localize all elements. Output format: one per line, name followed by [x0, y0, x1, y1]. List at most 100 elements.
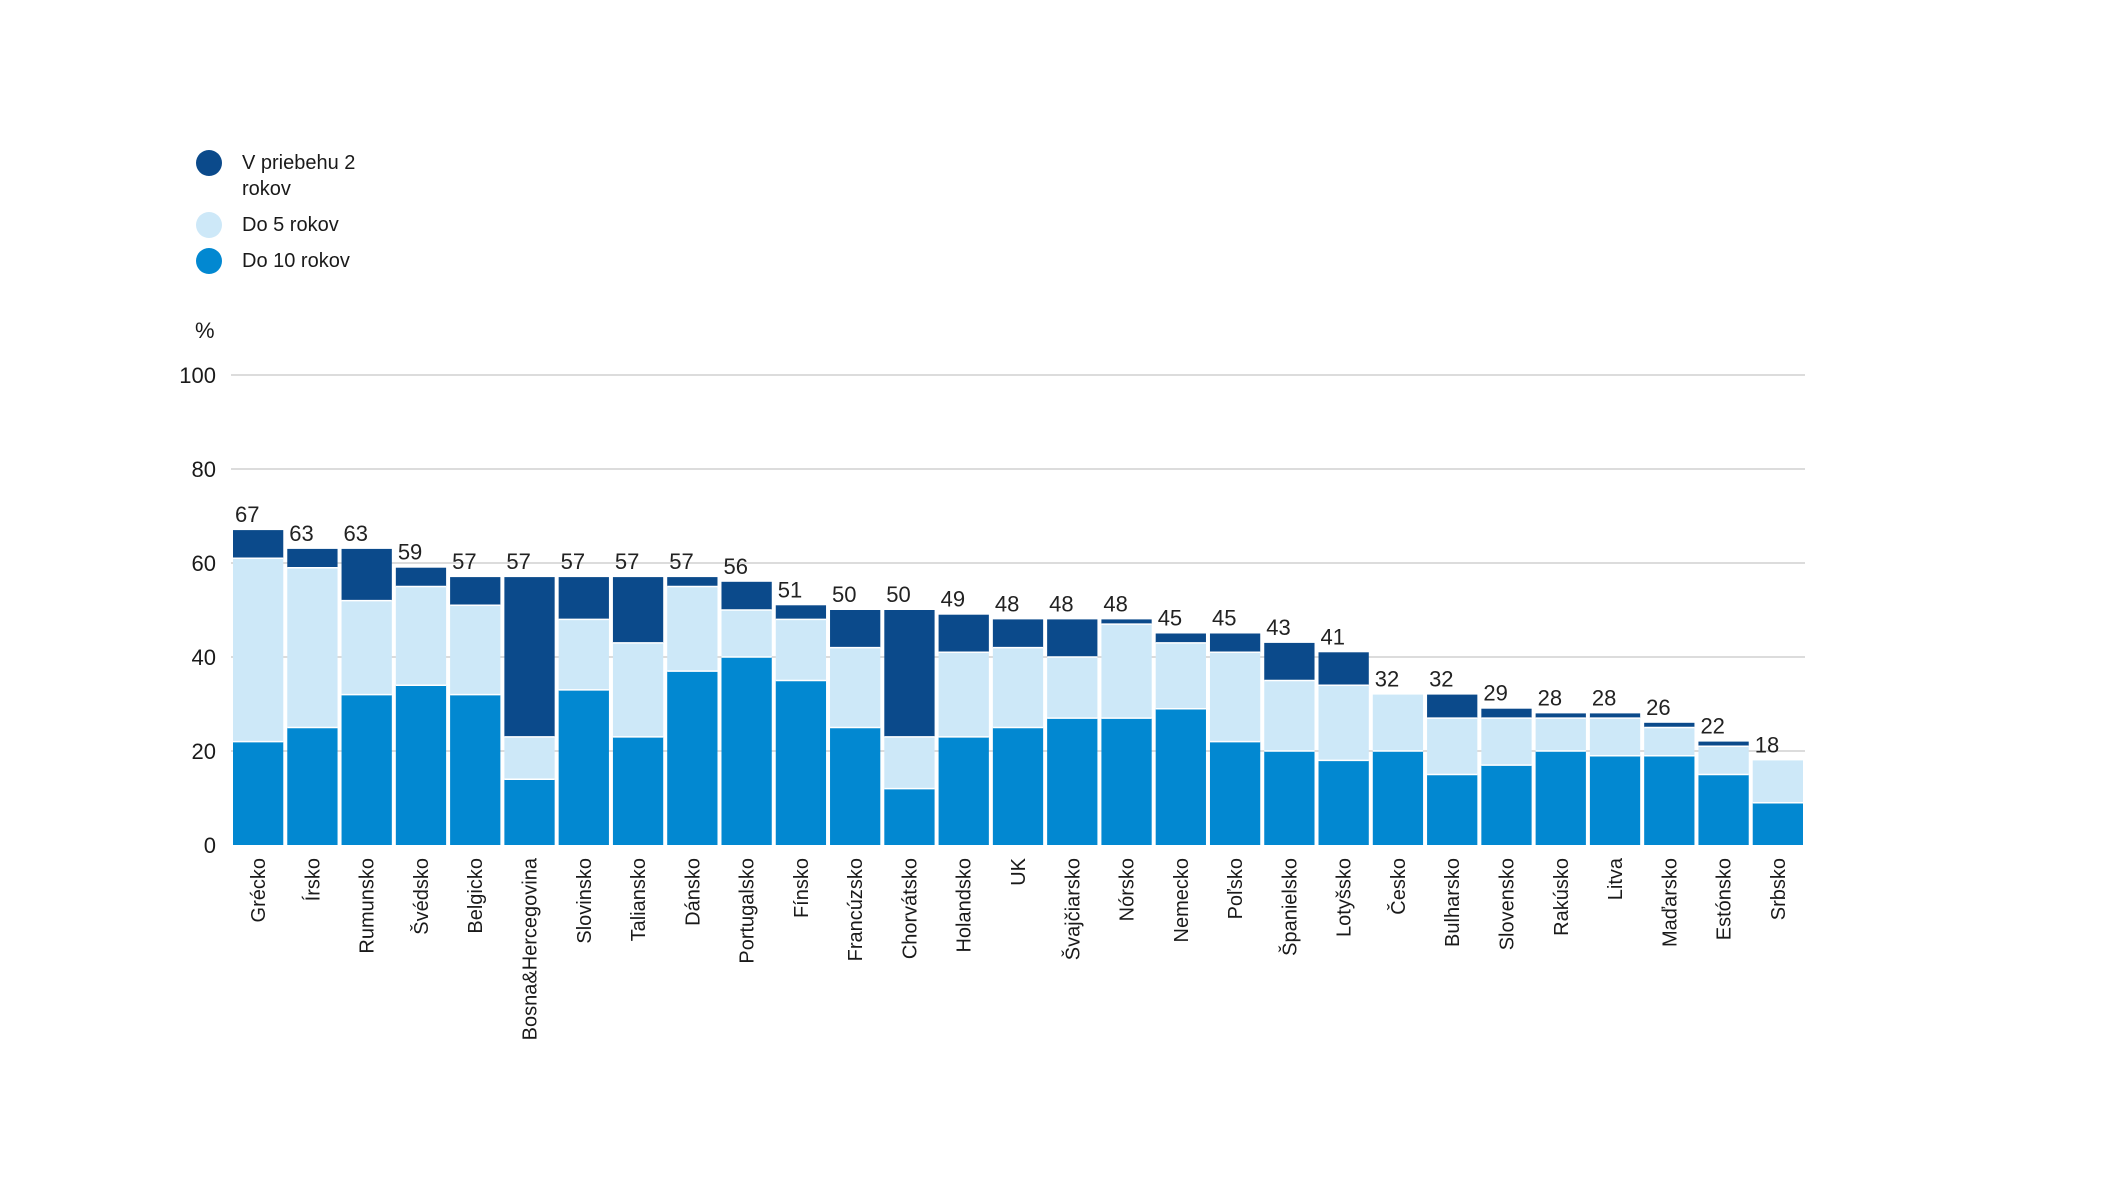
legend-swatch [196, 150, 222, 176]
total-label: 28 [1538, 685, 1562, 710]
total-label: 45 [1158, 606, 1182, 631]
total-label: 32 [1429, 667, 1453, 692]
bar-segment [667, 671, 718, 845]
bar-segment [1155, 633, 1206, 643]
bar-segment [667, 586, 718, 672]
category-label: Portugalsko [737, 858, 759, 964]
legend-label: Do 5 rokov [242, 214, 339, 236]
bar-segment [1535, 718, 1586, 751]
total-label: 56 [723, 554, 747, 579]
bar-segment [558, 689, 609, 845]
bar-segment [1155, 708, 1206, 845]
bar-segment [1047, 657, 1098, 719]
bar-segment [341, 694, 392, 845]
bar-segment [395, 586, 447, 686]
total-label: 50 [832, 582, 856, 607]
total-label: 67 [235, 502, 259, 527]
bar-segment [504, 577, 555, 737]
bar-segment [1481, 708, 1532, 719]
total-label: 57 [506, 549, 530, 574]
bar-segment [1535, 713, 1586, 719]
bar-segment [992, 619, 1044, 648]
bar-segment [1209, 741, 1261, 845]
category-label: Rumunsko [357, 858, 379, 954]
y-tick-label: 0 [204, 833, 216, 858]
bar-segment [830, 610, 881, 648]
total-label: 51 [778, 577, 802, 602]
bar-segment [1698, 774, 1749, 845]
total-label: 57 [615, 549, 639, 574]
total-label: 57 [561, 549, 585, 574]
category-label: Švajčiarsko [1061, 858, 1084, 960]
category-label: Francúzsko [845, 858, 867, 961]
bar-segment [1264, 642, 1315, 681]
total-label: 45 [1212, 606, 1236, 631]
category-label: Bulharsko [1442, 858, 1464, 947]
category-label: Švédsko [410, 858, 433, 935]
bar-segment [992, 727, 1044, 845]
bar-segment [1427, 718, 1478, 775]
total-label: 32 [1375, 667, 1399, 692]
category-label: Nemecko [1171, 858, 1193, 942]
total-label: 18 [1755, 732, 1779, 757]
bar-segment [1264, 680, 1315, 751]
bar-segment [1427, 694, 1478, 719]
bars [233, 530, 1803, 845]
category-label: Poľsko [1225, 858, 1247, 919]
y-axis: 0 20 40 60 80 100 [179, 363, 216, 858]
category-label: Srbsko [1768, 858, 1790, 920]
bar-segment [1698, 746, 1749, 775]
category-label: Chorvátsko [899, 858, 921, 959]
total-label: 50 [886, 582, 910, 607]
category-label: Holandsko [954, 858, 976, 953]
total-label: 49 [941, 587, 965, 612]
bar-segment [341, 548, 392, 601]
bar-segment [884, 788, 935, 845]
category-labels: Grécko Írsko Rumunsko Švédsko Belgicko Bosna&… [248, 857, 1790, 1040]
legend-item-do-10-rokov: Do 10 rokov [196, 248, 372, 274]
bar-segment [884, 736, 935, 789]
category-label: Grécko [248, 858, 270, 922]
bar-segment [884, 610, 935, 737]
total-label: 57 [452, 549, 476, 574]
legend-label: Do 10 rokov [242, 250, 350, 272]
total-label: 22 [1700, 714, 1724, 739]
bar-segment [1535, 751, 1586, 845]
bar-segment [1155, 642, 1206, 709]
bar-segment [558, 577, 609, 620]
total-label: 26 [1646, 695, 1670, 720]
category-label: Fínsko [791, 858, 813, 918]
bar-segment [1209, 633, 1261, 653]
bar-segment [612, 642, 664, 737]
bar-segment [287, 548, 338, 568]
bar-segment [1644, 722, 1695, 728]
bar-segment [1752, 760, 1803, 803]
bar-segment [233, 530, 284, 559]
total-label: 29 [1483, 681, 1507, 706]
legend-item-do-5-rokov: Do 5 rokov [196, 212, 372, 238]
category-label: Bosna&Hercegovina [520, 857, 542, 1040]
total-label: 63 [344, 521, 368, 546]
category-label: Litva [1605, 857, 1627, 900]
bar-segment [450, 694, 501, 845]
y-tick-label: 100 [179, 363, 216, 388]
category-label: Lotyšsko [1334, 858, 1356, 937]
bar-segment [233, 741, 284, 845]
bar-segment [1101, 619, 1152, 625]
category-label: Maďarsko [1659, 858, 1681, 947]
bar-segment [667, 577, 718, 587]
bar-segment [992, 647, 1044, 728]
bar-segment [1047, 718, 1098, 845]
bar-segment [504, 736, 555, 780]
bar-segment [1101, 624, 1152, 719]
category-label: Slovinsko [574, 858, 596, 944]
bar-segment [1318, 760, 1369, 845]
total-label: 43 [1266, 615, 1290, 640]
bar-segment [721, 581, 772, 610]
bar-segment [450, 605, 501, 695]
category-label: Belgicko [465, 858, 487, 934]
category-label: Estónsko [1714, 858, 1736, 940]
bar-segment [450, 577, 501, 606]
category-label: Dánsko [682, 858, 704, 926]
